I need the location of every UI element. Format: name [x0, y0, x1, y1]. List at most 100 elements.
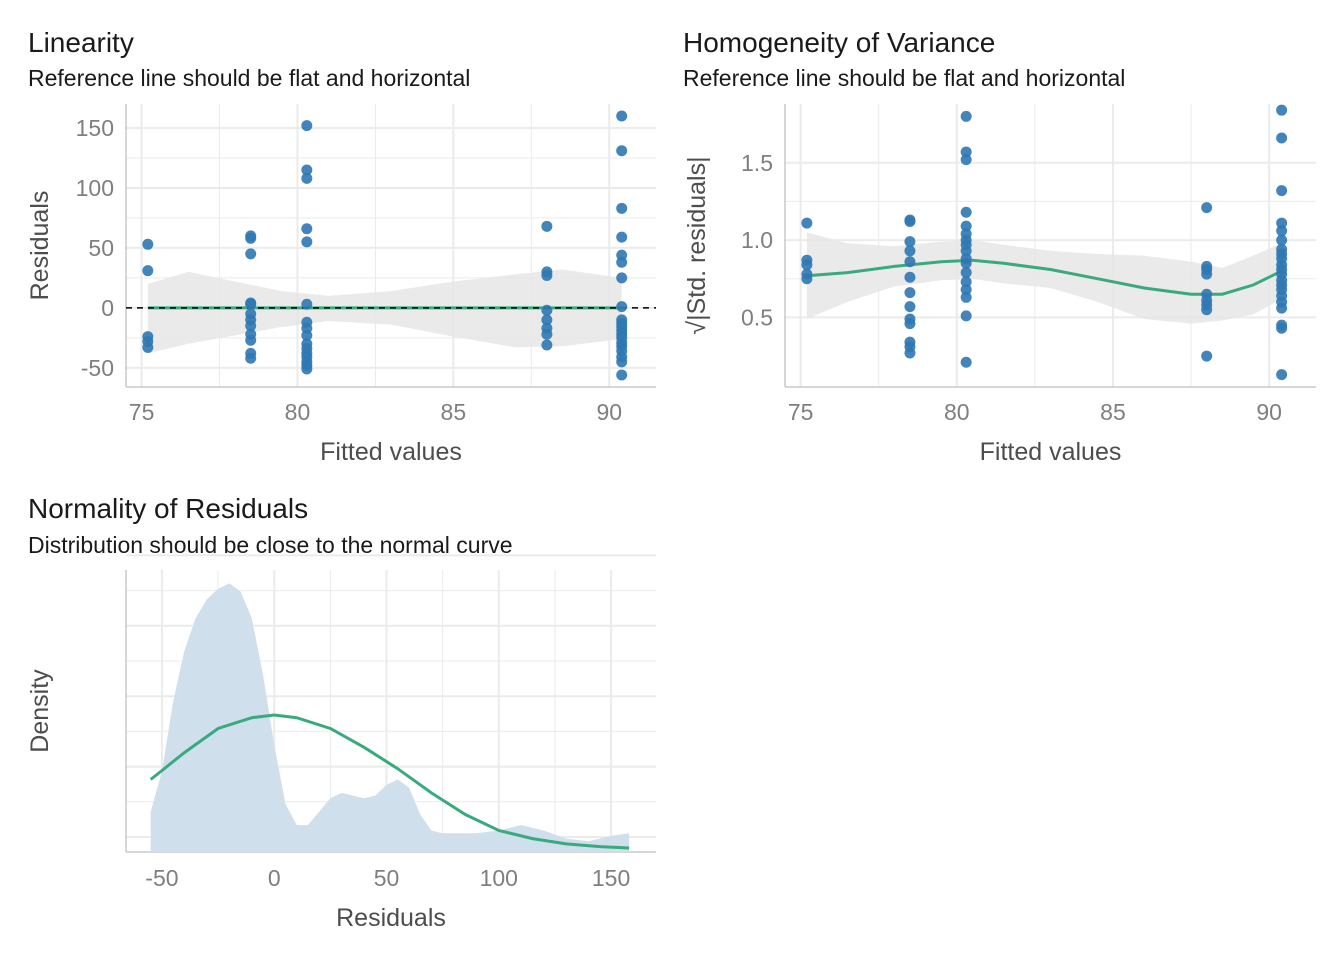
- data-point: [245, 248, 257, 260]
- data-point: [904, 216, 916, 228]
- panel-3: Normality of Residuals Distribution shoul…: [26, 493, 656, 932]
- confidence-ribbon: [806, 232, 1282, 324]
- data-point: [960, 110, 972, 122]
- x-axis-label: Fitted values: [320, 438, 462, 466]
- data-point: [960, 284, 972, 296]
- data-point: [301, 223, 313, 235]
- data-point: [1201, 268, 1213, 280]
- y-tick-label: -50: [81, 355, 114, 381]
- data-point: [142, 238, 154, 250]
- data-point: [142, 341, 154, 353]
- data-point: [245, 320, 257, 332]
- data-point: [616, 145, 628, 157]
- data-point: [1201, 350, 1213, 362]
- data-point: [1276, 225, 1288, 237]
- data-point: [541, 314, 553, 326]
- data-point: [616, 231, 628, 243]
- x-tick-label: 85: [441, 399, 467, 425]
- data-point: [541, 304, 553, 316]
- data-point: [616, 272, 628, 284]
- x-tick-label: 100: [480, 865, 518, 891]
- points: [801, 104, 1288, 381]
- x-tick-label: -50: [145, 865, 178, 891]
- data-point: [960, 146, 972, 158]
- y-tick-label: 100: [76, 175, 114, 201]
- data-point: [245, 352, 257, 364]
- data-point: [801, 217, 813, 229]
- data-point: [541, 339, 553, 351]
- y-axis-label: Density: [26, 669, 54, 753]
- data-point: [616, 256, 628, 268]
- x-axis-label: Fitted values: [980, 438, 1122, 466]
- data-point: [301, 172, 313, 184]
- y-axis-label: Residuals: [26, 191, 54, 301]
- data-point: [245, 334, 257, 346]
- panel-2: Homogeneity of Variance Reference line sh…: [683, 27, 1316, 466]
- data-point: [1276, 217, 1288, 229]
- data-point: [1201, 304, 1213, 316]
- y-tick-label: 50: [88, 235, 114, 261]
- data-point: [1276, 104, 1288, 116]
- smooth-line: [806, 258, 1283, 296]
- density-area: [150, 583, 630, 852]
- data-point: [801, 259, 813, 271]
- y-tick-label: 150: [76, 115, 114, 141]
- data-point: [960, 310, 972, 322]
- data-point: [904, 256, 916, 268]
- y-tick-label: 0: [101, 295, 114, 321]
- data-point: [616, 369, 628, 381]
- data-point: [616, 202, 628, 214]
- y-tick-label: 1.5: [741, 150, 773, 176]
- data-point: [616, 301, 628, 313]
- data-point: [960, 276, 972, 288]
- data-point: [1276, 132, 1288, 144]
- data-point: [1276, 322, 1288, 334]
- points: [142, 110, 628, 381]
- data-point: [1276, 234, 1288, 246]
- data-point: [960, 257, 972, 269]
- x-tick-label: 75: [788, 399, 814, 425]
- x-axis-label: Residuals: [336, 904, 446, 932]
- data-point: [904, 245, 916, 257]
- y-axis-label-text: |Std. residuals|: [683, 156, 711, 320]
- data-point: [301, 329, 313, 341]
- data-point: [960, 220, 972, 232]
- data-point: [142, 265, 154, 277]
- data-point: [960, 291, 972, 303]
- x-tick-label: 150: [592, 865, 630, 891]
- data-point: [301, 363, 313, 375]
- panel-subtitle: Distribution should be close to the norm…: [28, 532, 513, 558]
- data-point: [301, 298, 313, 310]
- data-point: [301, 164, 313, 176]
- panel-title: Normality of Residuals: [28, 493, 308, 524]
- panel-subtitle: Reference line should be flat and horizo…: [28, 65, 470, 91]
- grid: [126, 104, 656, 387]
- data-point: [245, 232, 257, 244]
- y-tick-label: 1.0: [741, 227, 773, 253]
- data-point: [616, 110, 628, 122]
- data-point: [245, 298, 257, 310]
- y-tick-label: 0.5: [741, 304, 773, 330]
- data-point: [1276, 185, 1288, 197]
- data-point: [904, 287, 916, 299]
- data-point: [904, 271, 916, 283]
- x-tick-label: 80: [944, 399, 970, 425]
- data-point: [960, 267, 972, 279]
- x-tick-label: 50: [374, 865, 400, 891]
- data-point: [301, 120, 313, 132]
- data-point: [960, 154, 972, 166]
- data-point: [541, 269, 553, 281]
- data-point: [1276, 369, 1288, 381]
- panel-1: Linearity Reference line should be flat a…: [26, 27, 656, 466]
- data-point: [541, 220, 553, 232]
- data-point: [960, 206, 972, 218]
- x-tick-label: 75: [129, 399, 155, 425]
- data-point: [1276, 302, 1288, 314]
- y-axis-label: √|Std. residuals|: [683, 156, 711, 334]
- confidence-ribbon: [147, 269, 622, 354]
- data-point: [904, 318, 916, 330]
- data-point: [801, 273, 813, 285]
- data-point: [616, 356, 628, 368]
- data-point: [301, 236, 313, 248]
